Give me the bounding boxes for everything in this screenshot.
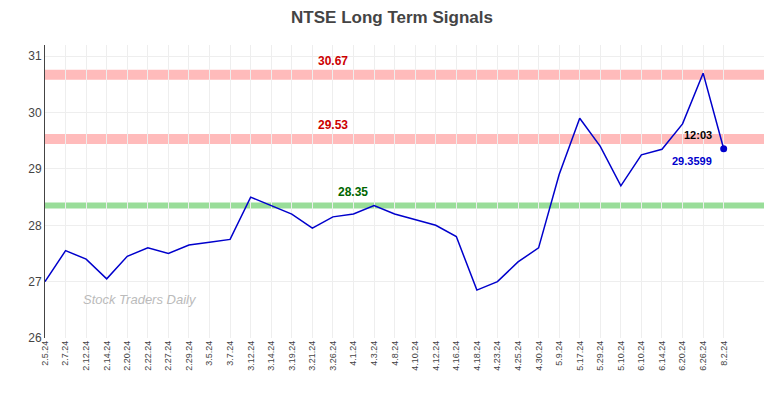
svg-text:NTSE Long Term Signals: NTSE Long Term Signals [291,8,493,27]
svg-text:6.14.24: 6.14.24 [657,341,667,371]
svg-text:28: 28 [28,219,42,233]
svg-text:3.14.24: 3.14.24 [266,341,276,371]
svg-text:4.30.24: 4.30.24 [534,341,544,371]
svg-text:Stock Traders Daily: Stock Traders Daily [83,292,197,307]
svg-text:3.21.24: 3.21.24 [307,341,317,371]
svg-text:8.2.24: 8.2.24 [719,341,729,366]
svg-text:4.16.24: 4.16.24 [451,341,461,371]
svg-text:4.23.24: 4.23.24 [492,341,502,371]
svg-text:4.3.24: 4.3.24 [369,341,379,366]
svg-text:4.8.24: 4.8.24 [390,341,400,366]
svg-text:31: 31 [28,49,42,63]
svg-text:4.18.24: 4.18.24 [472,341,482,371]
svg-text:2.5.24: 2.5.24 [40,341,50,366]
svg-text:3.19.24: 3.19.24 [287,341,297,371]
svg-text:3.12.24: 3.12.24 [246,341,256,371]
svg-text:5.17.24: 5.17.24 [575,341,585,371]
svg-text:2.27.24: 2.27.24 [163,341,173,371]
svg-text:5.10.24: 5.10.24 [616,341,626,371]
svg-text:4.12.24: 4.12.24 [431,341,441,371]
svg-text:30.67: 30.67 [318,54,348,68]
svg-text:2.12.24: 2.12.24 [81,341,91,371]
svg-text:6.26.24: 6.26.24 [698,341,708,371]
svg-text:3.26.24: 3.26.24 [328,341,338,371]
svg-text:30: 30 [28,106,42,120]
svg-text:4.1.24: 4.1.24 [348,341,358,366]
svg-text:5.29.24: 5.29.24 [595,341,605,371]
svg-text:2.7.24: 2.7.24 [60,341,70,366]
svg-text:27: 27 [28,275,42,289]
svg-text:12:03: 12:03 [684,129,712,141]
svg-text:4.25.24: 4.25.24 [513,341,523,371]
svg-text:3.5.24: 3.5.24 [204,341,214,366]
svg-text:5.9.24: 5.9.24 [554,341,564,366]
svg-text:2.29.24: 2.29.24 [184,341,194,371]
svg-text:29: 29 [28,162,42,176]
svg-text:3.7.24: 3.7.24 [225,341,235,366]
svg-text:2.14.24: 2.14.24 [102,341,112,371]
svg-text:6.10.24: 6.10.24 [636,341,646,371]
svg-text:26: 26 [28,331,42,345]
svg-text:2.20.24: 2.20.24 [122,341,132,371]
svg-text:28.35: 28.35 [338,185,368,199]
svg-text:2.22.24: 2.22.24 [143,341,153,371]
svg-text:29.53: 29.53 [318,118,348,132]
svg-text:4.10.24: 4.10.24 [410,341,420,371]
svg-text:6.20.24: 6.20.24 [677,341,687,371]
svg-text:29.3599: 29.3599 [672,155,712,167]
